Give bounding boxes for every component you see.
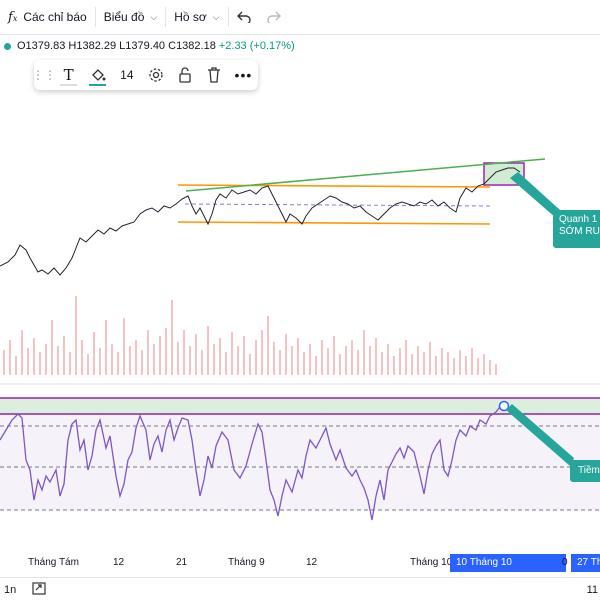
drawing-toolbar: ⋮⋮ T 14 •••: [32, 60, 258, 90]
lower-callout-text: Tiềm: [578, 465, 600, 476]
rsi-series: [0, 403, 503, 521]
settings-button[interactable]: [141, 60, 170, 90]
status-dot: [4, 42, 11, 50]
crosshair-time-badge: 10 Tháng 10 '25 14:00: [450, 554, 566, 586]
time-label: Tháng 10: [410, 557, 453, 568]
calendar-go-to-icon: [32, 582, 46, 595]
redo-icon: [266, 11, 281, 23]
profile-label: Hồ sơ: [174, 10, 207, 24]
lower-callout-pointer: [506, 404, 574, 466]
font-size-button[interactable]: 14: [112, 60, 141, 90]
trend-line[interactable]: [185, 158, 546, 192]
interval-button[interactable]: 1n: [4, 583, 17, 596]
lower-callout[interactable]: Tiềm: [570, 460, 600, 482]
legend-low: L1379.40: [119, 40, 166, 52]
date-range-button[interactable]: [32, 581, 46, 598]
text-icon: T: [63, 66, 74, 84]
chart-type-label: Biểu đồ: [103, 10, 145, 24]
rsi-band: [0, 414, 600, 510]
time-label: 12: [113, 557, 125, 568]
font-size-value: 14: [120, 68, 134, 82]
price-series: [0, 167, 521, 276]
function-icon: fx: [8, 9, 18, 25]
price-chart[interactable]: [0, 0, 600, 552]
chart-type-button[interactable]: Biểu đồ ⌵: [96, 0, 166, 34]
drag-handle[interactable]: ⋮⋮: [32, 68, 56, 82]
indicators-button[interactable]: fx Các chỉ báo: [0, 0, 95, 34]
crosshair-date: 10 Tháng 10 '25: [456, 557, 512, 586]
undo-icon: [236, 11, 251, 23]
profile-button[interactable]: Hồ sơ ⌵: [166, 0, 227, 34]
time-axis[interactable]: Tháng Tám 12 21 Tháng 9 12 Tháng 10 10 T…: [0, 552, 600, 586]
time-label: Tháng Tám: [28, 557, 79, 568]
bottom-right-value: 11: [586, 583, 598, 596]
more-icon: •••: [234, 67, 253, 83]
top-toolbar: fx Các chỉ báo Biểu đồ ⌵ Hồ sơ ⌵: [0, 0, 600, 35]
redo-button[interactable]: [259, 0, 289, 34]
rsi-anchor-point[interactable]: [498, 400, 510, 412]
fill-color-button[interactable]: [83, 60, 112, 90]
text-color-button[interactable]: T: [54, 60, 83, 90]
chevron-down-icon: ⌵: [212, 11, 220, 22]
paint-bucket-icon: [91, 69, 106, 81]
legend-open: O1379.83: [17, 40, 66, 52]
time-label: Tháng 9: [228, 557, 265, 568]
undo-button[interactable]: [229, 0, 259, 34]
legend-close: C1382.18: [168, 40, 216, 52]
time-label: 21: [176, 557, 188, 568]
time-label: 12: [306, 557, 318, 568]
time-label-partial: 0: [562, 557, 568, 568]
more-button[interactable]: •••: [229, 60, 258, 90]
toolbar-divider: [227, 7, 229, 27]
crosshair-time: 14:00: [477, 575, 503, 586]
gear-icon: [149, 68, 163, 82]
upper-callout-line2: SỚM RU: [559, 226, 600, 237]
legend-high: H1382.29: [68, 40, 117, 52]
unlock-icon: [179, 67, 191, 83]
toolbar-divider: [165, 7, 167, 27]
legend-change: +2.33 (+0.17%): [218, 40, 295, 52]
delete-button[interactable]: [200, 60, 229, 90]
upper-callout[interactable]: Quanh 1 SỚM RU: [553, 210, 600, 248]
ohlc-legend: O1379.83 H1382.29 L1379.40 C1382.18 +2.3…: [4, 40, 295, 52]
fill-color-swatch: [89, 84, 107, 86]
rsi-overbought-zone: [0, 398, 600, 414]
trash-icon: [208, 67, 221, 83]
channel-lower-line[interactable]: [177, 221, 491, 225]
upper-callout-pointer: [510, 172, 560, 218]
indicators-label: Các chỉ báo: [23, 10, 87, 24]
lock-button[interactable]: [171, 60, 200, 90]
toolbar-divider: [94, 7, 96, 27]
bottom-bar: 1n 11: [0, 577, 600, 601]
channel-upper-line[interactable]: [177, 184, 491, 188]
range-end-badge: 27 Thá: [571, 554, 600, 572]
text-color-swatch: [60, 84, 78, 86]
volume-bars: [3, 296, 497, 375]
chevron-down-icon: ⌵: [150, 11, 158, 22]
channel-mid-line: [184, 203, 491, 207]
upper-callout-line1: Quanh 1: [559, 214, 598, 225]
